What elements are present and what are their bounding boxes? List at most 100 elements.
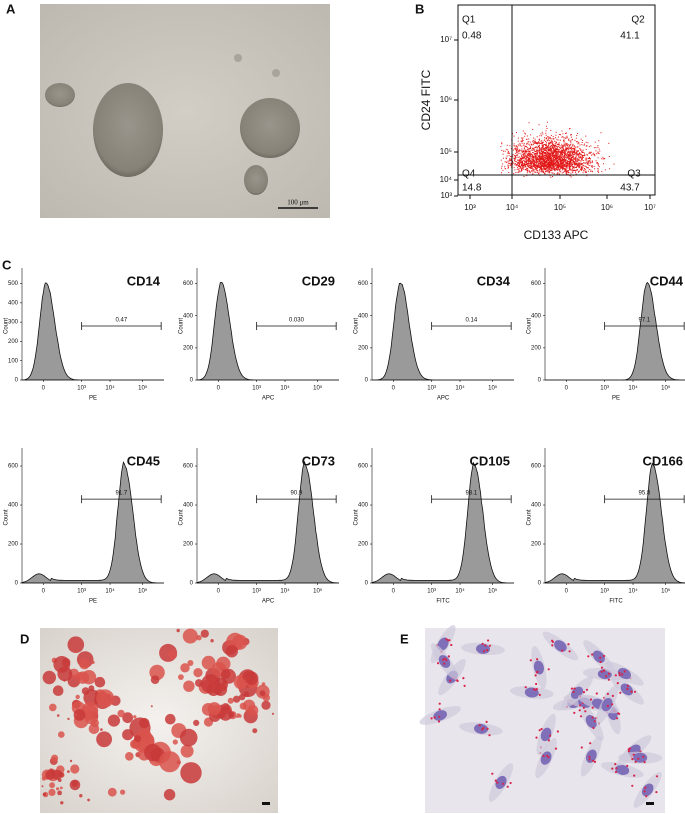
spheroid xyxy=(240,98,300,158)
lipid-droplet xyxy=(478,724,481,727)
x-tick-label: 10⁵ xyxy=(138,385,148,392)
x-axis-label: PE xyxy=(89,396,97,402)
lipid-droplet xyxy=(618,712,621,716)
lipid-droplet xyxy=(529,659,532,662)
x-axis-label: PE xyxy=(89,599,97,605)
deposit xyxy=(150,675,160,684)
deposit xyxy=(236,715,239,718)
lipid-droplet xyxy=(592,726,595,730)
lipid-droplet xyxy=(535,736,538,739)
gate-value: 0.14 xyxy=(466,318,478,324)
deposit xyxy=(134,735,142,743)
histogram-curve xyxy=(544,462,685,584)
deposit xyxy=(117,709,125,718)
gate-value: 0.030 xyxy=(289,318,305,324)
gate-value: 90.9 xyxy=(291,491,303,497)
deposit xyxy=(172,739,178,745)
lipid-droplet xyxy=(614,674,617,677)
lipid-droplet xyxy=(567,643,570,646)
panel-label: A xyxy=(6,1,16,16)
lipid-droplet xyxy=(584,710,587,713)
deposit xyxy=(42,670,56,685)
y-tick-label: 200 xyxy=(531,542,542,548)
y-tick-label: 400 xyxy=(358,503,369,509)
x-tick-label: 10⁴ xyxy=(628,588,638,595)
x-tick-label: 10³ xyxy=(600,589,609,595)
deposit xyxy=(61,658,71,667)
lipid-droplet xyxy=(642,755,645,758)
deposit xyxy=(159,751,181,773)
x-tick-label: 10⁵ xyxy=(488,588,498,595)
deposit xyxy=(227,697,234,704)
lipid-droplet xyxy=(462,677,465,680)
lipid-droplet xyxy=(618,671,621,675)
x-tick-label: 10³ xyxy=(427,386,436,392)
marker-name: CD14 xyxy=(127,273,161,288)
micrograph xyxy=(425,628,665,813)
deposit xyxy=(225,645,238,658)
deposit xyxy=(200,629,209,638)
deposit xyxy=(144,740,149,744)
lipid-droplet xyxy=(568,650,571,653)
cell-cluster xyxy=(244,165,268,195)
deposit xyxy=(243,699,256,712)
lipid-droplet xyxy=(582,691,586,694)
gate-value: 93.1 xyxy=(466,491,478,497)
y-axis-label: CD24 FITC xyxy=(419,69,433,130)
x-axis-label: APC xyxy=(262,396,275,402)
y-tick-label: 0 xyxy=(365,378,369,384)
deposit xyxy=(51,754,59,762)
lipid-droplet xyxy=(587,655,590,658)
histogram-curve xyxy=(545,281,685,381)
lipid-droplet xyxy=(487,639,490,642)
lipid-droplet xyxy=(582,706,585,709)
lipid-droplet xyxy=(589,742,592,745)
deposit xyxy=(252,728,258,734)
deposit xyxy=(91,660,95,665)
y-tick-label: 200 xyxy=(183,542,194,548)
lipid-droplet xyxy=(585,688,589,691)
x-axis-label: PE xyxy=(612,396,620,402)
deposit xyxy=(100,728,103,731)
lipid-droplet xyxy=(456,679,459,683)
lipid-droplet xyxy=(606,704,610,708)
marker-name: CD105 xyxy=(470,453,510,468)
nucleus xyxy=(585,715,597,729)
y-tick-label: 400 xyxy=(531,313,542,319)
y-tick-label: 400 xyxy=(531,503,542,509)
deposit xyxy=(52,685,64,696)
deposit xyxy=(94,676,106,688)
x-tick-label: 10⁴ xyxy=(455,385,465,392)
x-tick-label: 10⁵ xyxy=(138,588,148,595)
gate-value: 0.47 xyxy=(116,318,128,324)
panel-label: C xyxy=(2,257,12,272)
lipid-droplet xyxy=(485,649,489,652)
y-axis-label: Count xyxy=(4,318,10,334)
x-tick-label: 0 xyxy=(42,386,46,392)
lipid-droplet xyxy=(438,708,441,711)
histogram: 0 200 400 600 0 10³ 10⁴ 10⁵ PE Count CD44 97.1 xyxy=(527,268,685,402)
x-tick-label: 10⁴ xyxy=(455,588,465,595)
deposit xyxy=(75,694,80,700)
y-tick-label: 300 xyxy=(8,320,19,326)
marker-name: CD34 xyxy=(477,273,511,288)
lipid-droplet xyxy=(579,704,582,707)
histogram: 0 200 400 600 0 10³ 10⁴ 10⁵ APC Count CD73 90.9 xyxy=(179,448,340,605)
histogram-curve xyxy=(196,281,339,381)
lipid-droplet xyxy=(542,755,545,758)
deposit xyxy=(179,728,198,747)
lipid-droplet xyxy=(540,727,543,731)
lipid-droplet xyxy=(616,682,619,685)
y-tick-label: 200 xyxy=(531,345,542,351)
y-axis-label: Count xyxy=(179,318,185,334)
lipid-droplet xyxy=(627,750,631,753)
deposit xyxy=(67,770,70,773)
deposit xyxy=(221,669,231,679)
lipid-droplet xyxy=(485,720,488,724)
gate-value: 97.1 xyxy=(639,318,651,324)
deposit xyxy=(79,794,83,798)
deposit xyxy=(45,770,55,780)
deposit xyxy=(176,628,180,633)
lipid-droplet xyxy=(524,686,527,689)
x-tick-label: 10⁴ xyxy=(105,588,115,595)
